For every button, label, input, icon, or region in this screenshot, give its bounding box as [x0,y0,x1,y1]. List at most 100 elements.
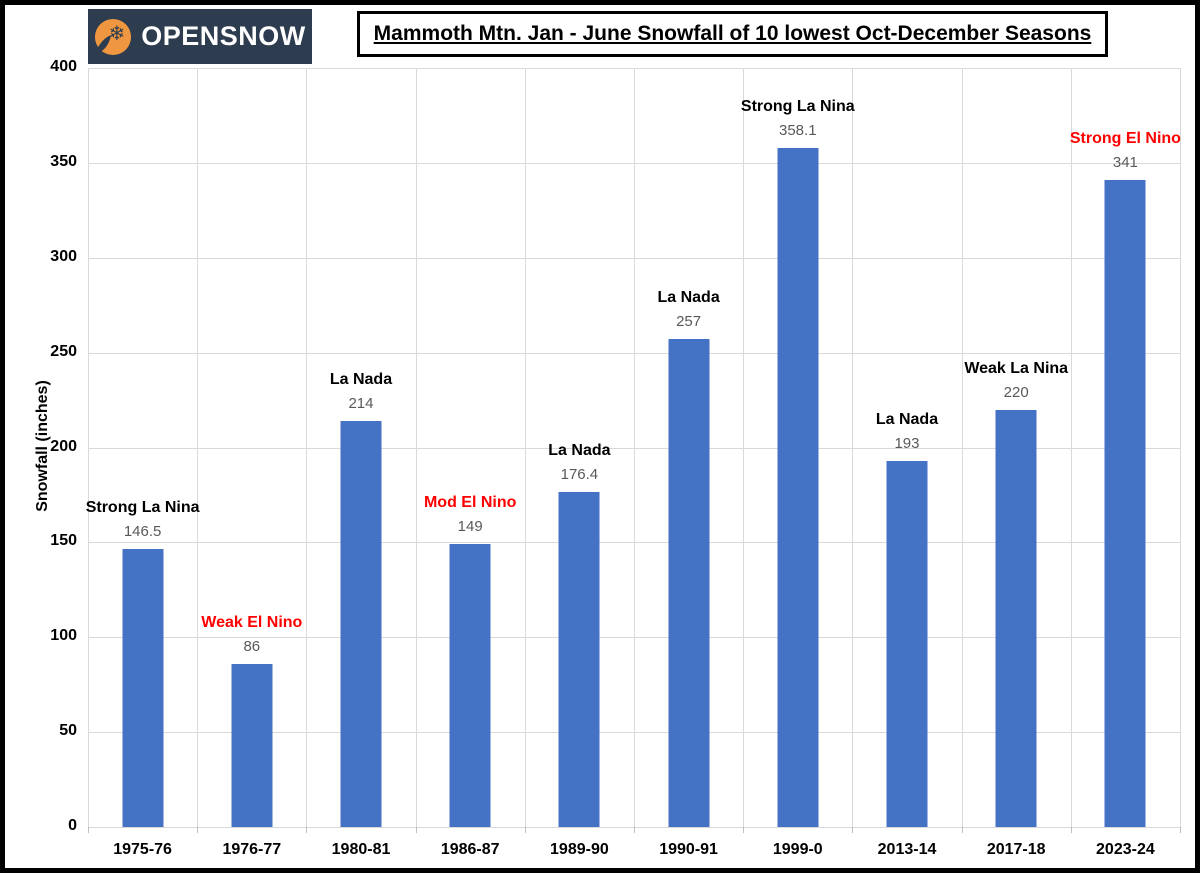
x-tick-label: 1990-91 [659,841,718,858]
v-gridline [88,68,89,827]
bar-column: Mod El Nino 149 [416,68,525,827]
bar-annotation-label: Weak La Nina [964,359,1069,377]
bar-labels: La Nada 193 [876,407,938,454]
svg-text:❄: ❄ [109,20,126,44]
v-gridline [961,68,963,827]
x-tick-label: 2023-24 [1096,841,1155,858]
v-gridline [306,68,308,827]
y-tick-label: 50 [59,722,77,740]
bar [340,420,382,827]
bar-value-label: 149 [457,518,483,536]
bar-value-label: 176.4 [560,466,599,484]
bar [1104,179,1146,827]
bar-labels: Strong El Nino 341 [1070,126,1181,173]
plot-area: Strong La Nina 146.5 Weak El Nino 86 La Nada… [86,68,1181,833]
x-axis-tick [1180,827,1181,833]
y-tick-label: 350 [50,152,77,170]
chart-title: Mammoth Mtn. Jan - June Snowfall of 10 l… [373,22,1092,45]
bar [886,460,928,827]
opensnow-snowflake-icon: ❄ [94,18,132,56]
bar [122,549,164,827]
x-tick-label: 1976-77 [222,841,282,858]
bar-value-label: 341 [1112,153,1138,171]
y-tick-label: 400 [50,58,77,75]
x-axis-tick [88,827,89,833]
bar-annotation-label: Strong El Nino [1069,129,1181,147]
bar-column: Strong El Nino 341 [1070,68,1181,827]
chart-title-box: Mammoth Mtn. Jan - June Snowfall of 10 l… [357,11,1108,57]
bar-labels: La Nada 257 [657,285,719,332]
v-gridline [524,68,526,827]
y-tick-label: 250 [50,342,77,360]
v-gridline [743,68,745,827]
bar [668,339,710,827]
bar [558,492,600,827]
x-axis-tick [524,827,526,833]
bar-value-label: 86 [243,637,261,655]
v-gridline [852,68,854,827]
x-axis-tick [415,827,417,833]
opensnow-logo-text: OPENSNOW [141,21,306,51]
x-axis-tick [852,827,854,833]
bar-labels: Weak El Nino 86 [201,610,302,657]
x-axis-tick [634,827,635,833]
x-tick-label: 1986-87 [440,841,500,858]
bar-labels: La Nada 214 [330,367,392,414]
v-gridline [415,68,417,827]
bar-value-label: 257 [676,313,702,331]
bar-annotation-label: La Nada [548,442,611,460]
y-tick-label: 100 [50,627,77,645]
bar-column: La Nada 193 [852,68,961,827]
v-gridline [1070,68,1072,827]
bar-value-label: 146.5 [123,523,162,541]
y-axis-tick-labels: 0 50 100 150 200 250 300 350 400 [15,58,77,834]
x-axis-tick [1070,827,1072,833]
opensnow-logo: ❄ OPENSNOW [88,9,312,64]
bar [777,147,819,827]
bar-annotation-label: Weak El Nino [201,613,303,631]
v-gridline [1180,68,1181,827]
bar-annotation-label: La Nada [657,289,720,307]
bar-value-label: 214 [348,394,374,412]
bar-column: Weak La Nina 220 [962,68,1071,827]
x-tick-label: 1975-76 [113,841,172,858]
bar-value-label: 220 [1003,383,1029,401]
v-gridline [197,68,199,827]
bar [449,544,491,827]
bar-value-label: 358.1 [779,121,817,139]
bar-annotation-label: Mod El Nino [423,494,517,512]
x-axis-tick [306,827,308,833]
x-tick-label: 2017-18 [986,841,1046,858]
x-tick-label: 2013-14 [877,841,937,858]
bar-column: La Nada 257 [634,68,743,827]
bar-column: Strong La Nina 358.1 [741,68,855,827]
y-tick-label: 0 [68,817,77,834]
bar-annotation-label: Strong La Nina [740,97,855,115]
bar-labels: Strong La Nina 146.5 [86,495,200,542]
x-axis-tick-labels: 1975-76 1976-77 1980-81 1986-87 1989-90 1990-… [88,841,1180,867]
bar-annotation-label: La Nada [329,370,393,388]
bar-column: La Nada 214 [306,68,415,827]
bar-labels: Weak La Nina 220 [964,356,1068,403]
v-gridline [634,68,635,827]
y-tick-label: 200 [50,437,77,455]
bar-labels: Strong La Nina 358.1 [741,94,855,141]
x-tick-label: 1980-81 [331,841,391,858]
bar-annotation-label: La Nada [875,410,939,428]
bar [995,409,1037,827]
bar-labels: La Nada 176.4 [548,438,610,485]
bar-value-label: 193 [894,434,920,452]
y-tick-label: 300 [50,247,77,265]
bar [231,663,273,827]
bar-column: La Nada 176.4 [525,68,634,827]
bar-column: Weak El Nino 86 [197,68,306,827]
bar-labels: Mod El Nino 149 [424,490,516,537]
bar-annotation-label: Strong La Nina [85,499,200,517]
x-axis-tick [197,827,199,833]
x-tick-label: 1999-0 [772,841,823,858]
bar-column: Strong La Nina 146.5 [86,68,200,827]
x-axis-tick [961,827,963,833]
y-tick-label: 150 [50,532,77,550]
x-axis-tick [743,827,745,833]
